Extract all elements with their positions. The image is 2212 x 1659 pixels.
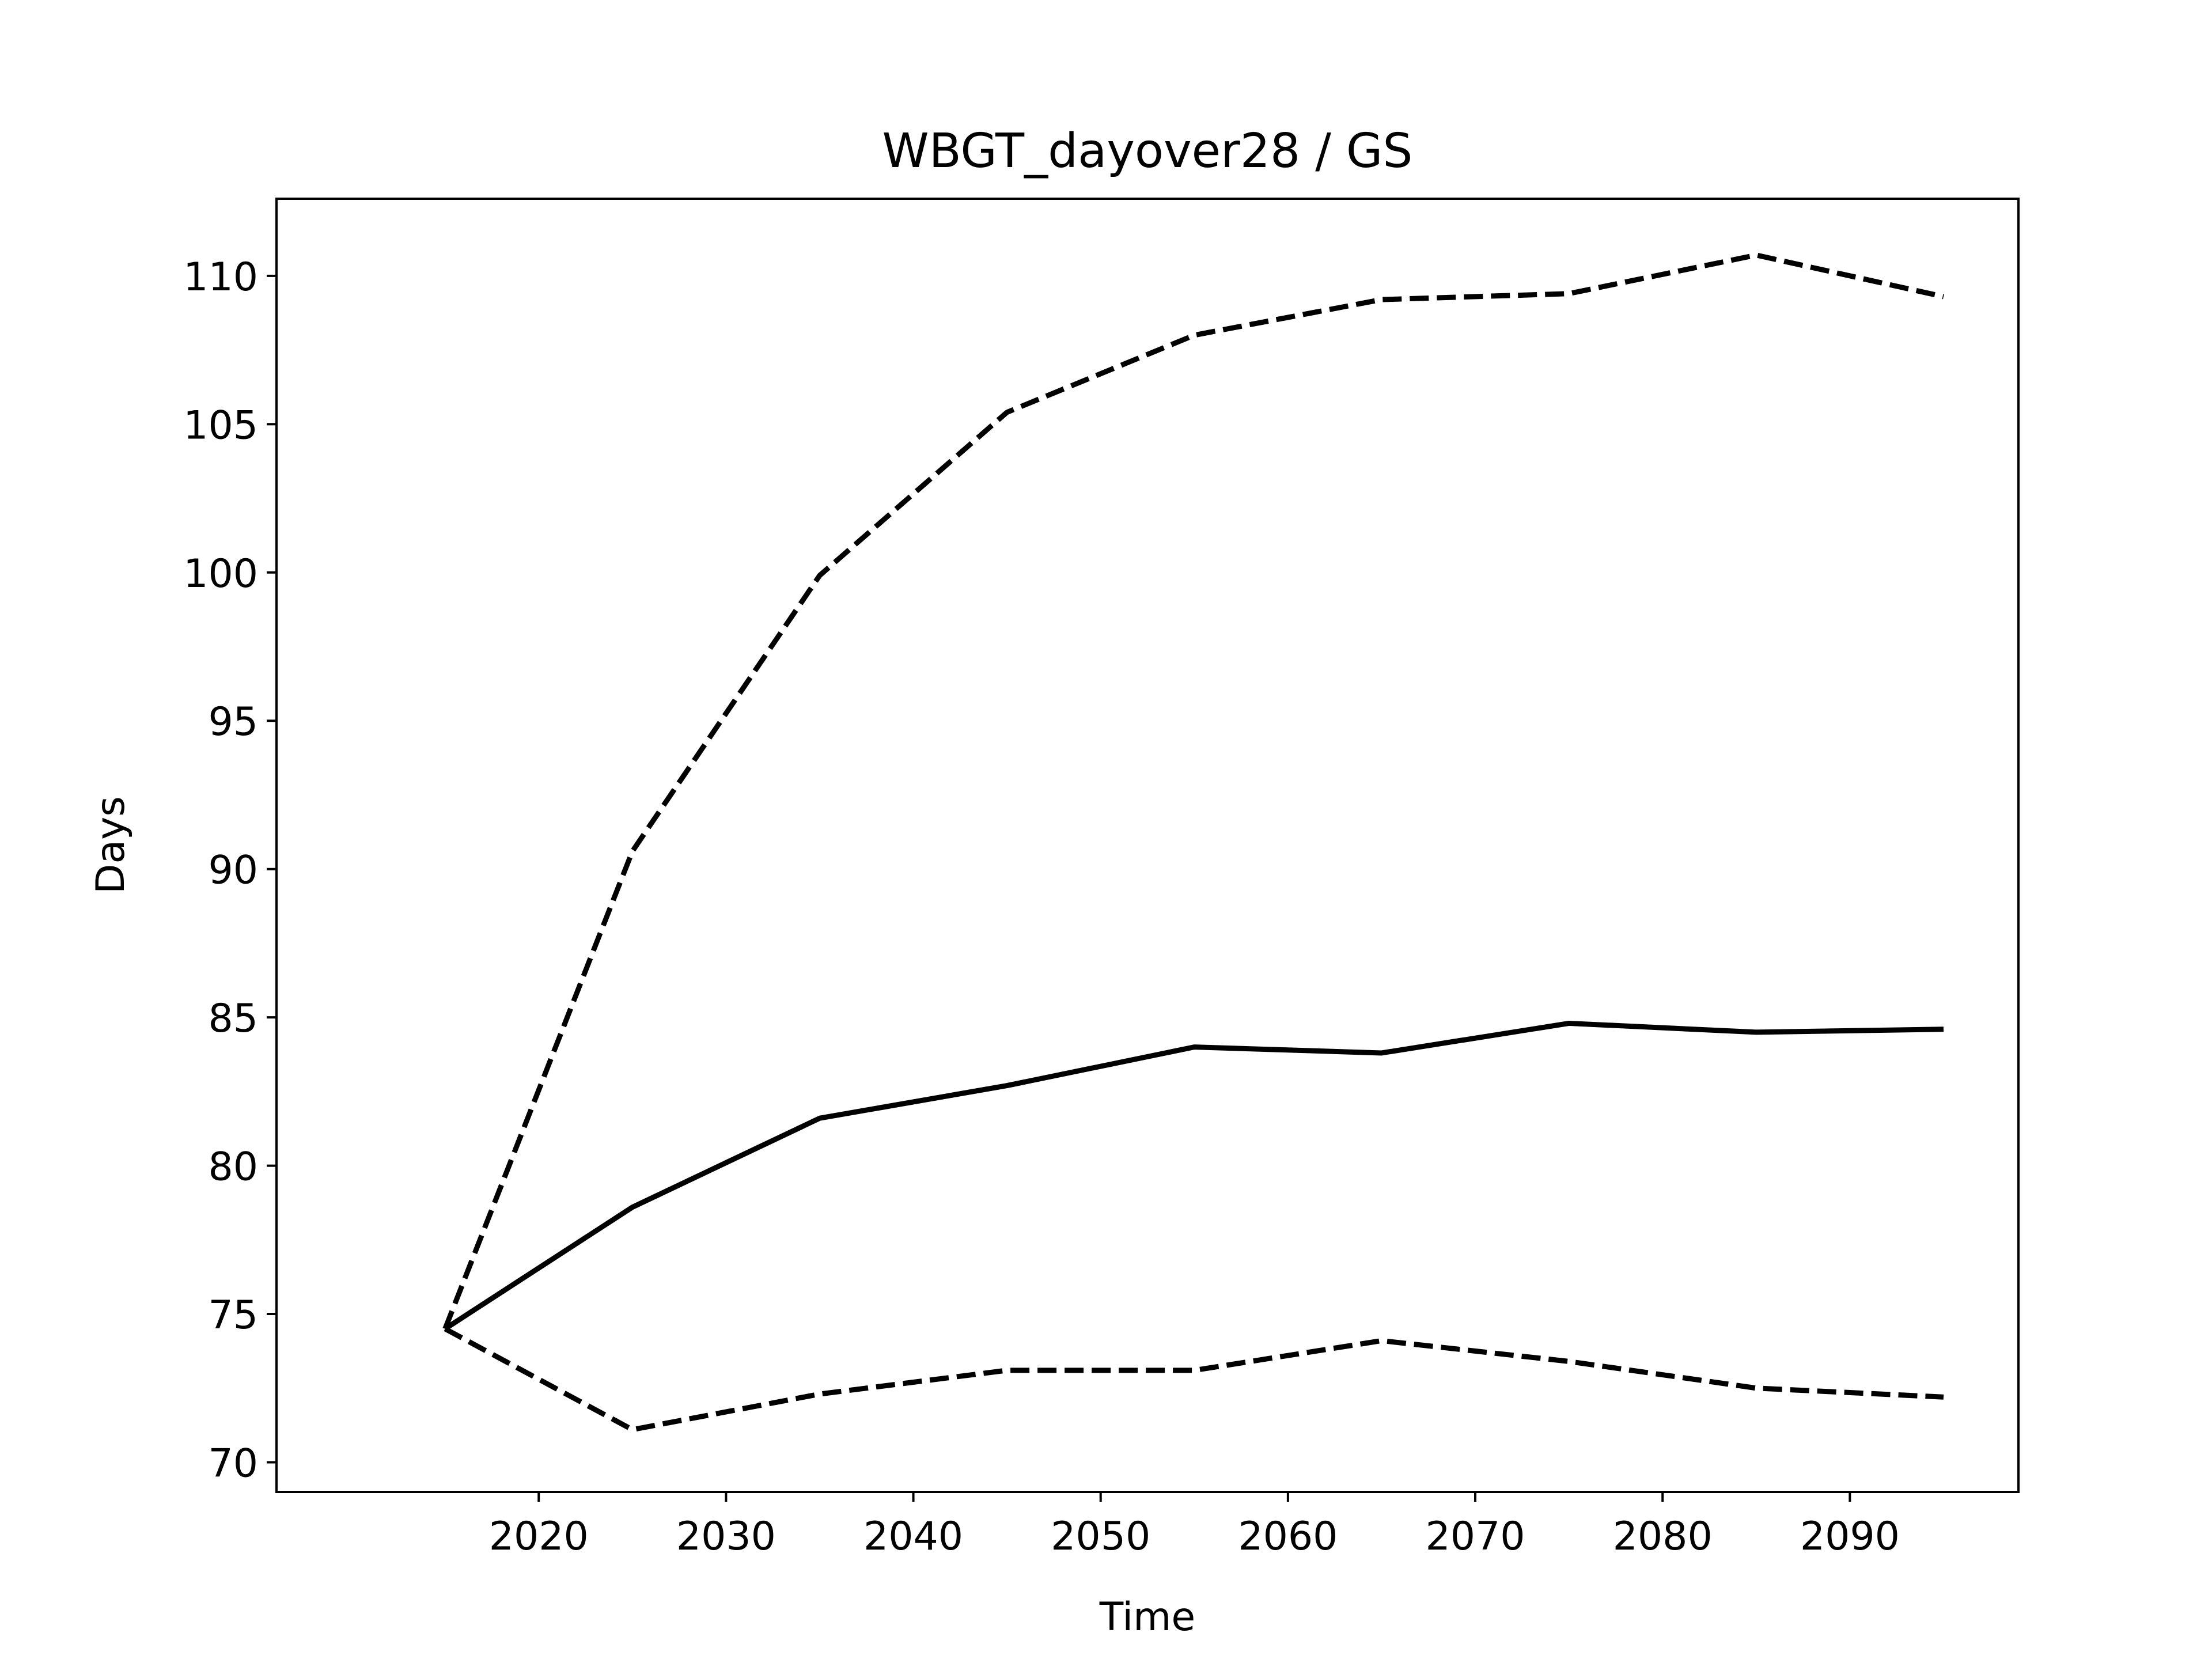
series-line-3 xyxy=(444,1326,1944,1433)
y-tick-label: 100 xyxy=(183,551,258,597)
x-tick-label: 2080 xyxy=(1613,1514,1713,1559)
x-tick-label: 2050 xyxy=(1051,1514,1150,1559)
x-axis-label: Time xyxy=(1099,1594,1195,1640)
y-tick-label: 105 xyxy=(183,403,258,448)
x-tick-label: 2090 xyxy=(1800,1514,1900,1559)
y-axis: 70 75 80 85 90 95 100 105 110 xyxy=(183,255,276,1487)
y-tick-label: 80 xyxy=(208,1145,258,1190)
plot-area xyxy=(442,252,1944,1433)
series-line-2 xyxy=(442,252,1944,1330)
y-tick-label: 95 xyxy=(208,699,258,745)
chart-title: WBGT_dayover28 / GS xyxy=(882,124,1413,179)
y-tick-label: 75 xyxy=(208,1293,258,1338)
x-axis: 2020 2030 2040 2050 2060 2070 2080 2090 xyxy=(489,1492,1900,1559)
y-tick-label: 70 xyxy=(208,1441,258,1487)
x-tick-label: 2030 xyxy=(676,1514,776,1559)
plot-frame xyxy=(275,198,2020,1493)
x-tick-label: 2070 xyxy=(1426,1514,1525,1559)
y-tick-label: 85 xyxy=(208,996,258,1041)
x-tick-label: 2060 xyxy=(1238,1514,1338,1559)
y-tick-label: 90 xyxy=(208,848,258,893)
series-line-1 xyxy=(444,1020,1944,1331)
y-tick-label: 110 xyxy=(183,255,258,300)
x-tick-label: 2020 xyxy=(489,1514,589,1559)
y-axis-label: Days xyxy=(88,796,134,894)
x-tick-label: 2040 xyxy=(863,1514,963,1559)
